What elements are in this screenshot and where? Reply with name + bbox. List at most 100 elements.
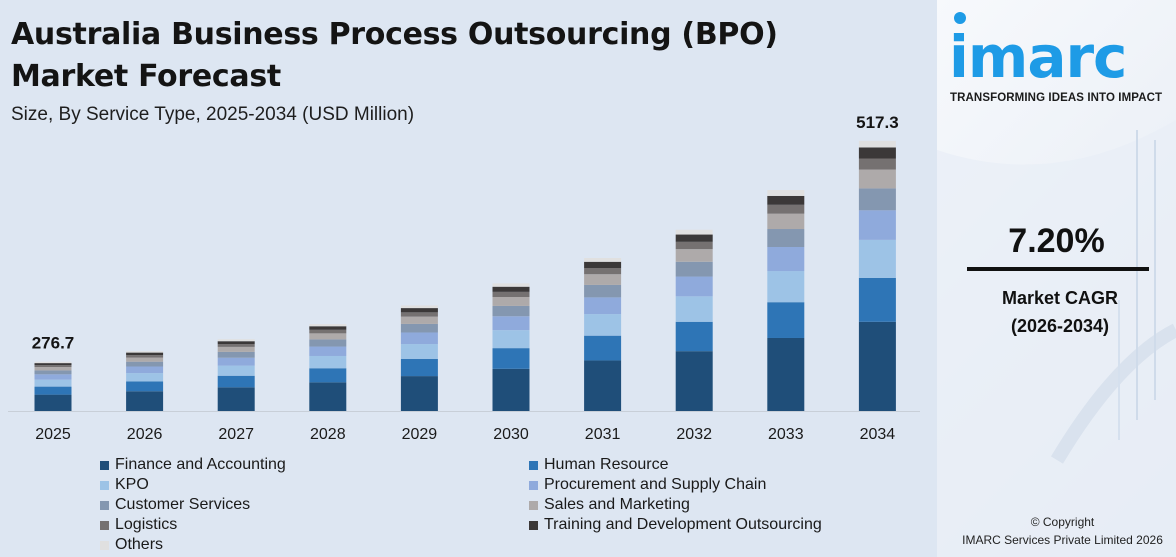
legend-swatch	[529, 480, 538, 490]
legend-label: Training and Development Outsourcing	[544, 516, 822, 533]
bar-segment-2027-4	[217, 357, 255, 366]
bar-segment-2034-8	[858, 147, 896, 159]
copyright-line-1: © Copyright	[1030, 515, 1095, 529]
bar-segment-2033-5	[767, 229, 805, 247]
bar-segment-2026-6	[126, 357, 164, 362]
legend-label: Procurement and Supply Chain	[544, 476, 767, 493]
bar-segment-2027-1	[217, 387, 255, 411]
legend-label: KPO	[115, 476, 149, 493]
bar-segment-2025-7	[34, 365, 72, 368]
bar-segment-2030-2	[492, 348, 530, 369]
bar-segment-2027-3	[217, 365, 255, 376]
background-graph-illustration	[937, 120, 1176, 557]
bar-segment-2034-5	[858, 188, 896, 211]
chart-panel: Australia Business Process Outsourcing (…	[8, 14, 920, 555]
bar-segment-2028-4	[309, 346, 347, 356]
bar-segment-2028-9	[309, 324, 347, 327]
bar-segment-2033-6	[767, 213, 805, 230]
bar-segment-2030-8	[492, 286, 530, 292]
legend-swatch	[529, 520, 538, 530]
legend-item: Customer Services	[100, 495, 250, 515]
bar-segment-2030-1	[492, 368, 530, 411]
bar-segment-2025-5	[34, 370, 72, 375]
brand-panel: imarc TRANSFORMING IDEAS INTO IMPACT 7.2…	[937, 0, 1176, 557]
bar-segment-2032-4	[675, 276, 713, 297]
bar-segment-2030-3	[492, 330, 530, 349]
bar-segment-2032-6	[675, 249, 713, 262]
bar-segment-2029-7	[400, 312, 438, 317]
bar-segment-2033-8	[767, 195, 805, 205]
stacked-bar-chart: 2025 2026 2027 2028 2029 2030 2031 2032 2033 2034…	[8, 113, 920, 443]
bar-segment-2031-9	[584, 258, 622, 262]
cagr-caption: Market CAGR (2026-2034)	[937, 284, 1176, 340]
bar-segment-2033-7	[767, 204, 805, 214]
bar-segment-2026-1	[126, 391, 164, 411]
bar-segment-2025-4	[34, 374, 72, 380]
x-tick-label-2025: 2025	[35, 426, 71, 443]
logo-dot	[954, 12, 966, 24]
bar-segment-2027-7	[217, 344, 255, 347]
chart-title: Australia Business Process Outsourcing (…	[11, 14, 778, 98]
legend-swatch	[100, 500, 109, 510]
total-label-2034: 517.3	[856, 113, 899, 132]
bar-segment-2033-3	[767, 271, 805, 303]
legend-swatch	[100, 540, 109, 550]
legend-item: KPO	[100, 475, 149, 495]
bar-segment-2032-8	[675, 234, 713, 242]
legend-label: Customer Services	[115, 496, 251, 513]
imarc-logo: imarc	[949, 23, 1127, 91]
legend-label: Logistics	[115, 516, 178, 533]
bar-segment-2029-6	[400, 316, 438, 324]
cagr-period: (2026-2034)	[1010, 316, 1110, 336]
cagr-value: 7.20%	[1008, 222, 1105, 260]
bar-segment-2030-9	[492, 283, 530, 287]
bar-segment-2026-8	[126, 352, 164, 356]
bar-segment-2034-7	[858, 158, 896, 170]
bar-segment-2034-2	[858, 277, 896, 322]
brand-tagline: TRANSFORMING IDEAS INTO IMPACT	[950, 92, 1163, 104]
bar-segment-2028-3	[309, 355, 347, 369]
bar-segment-2027-6	[217, 346, 255, 352]
bar-segment-2033-4	[767, 247, 805, 272]
legend-label: Finance and Accounting	[115, 456, 286, 473]
bar-segment-2027-9	[217, 339, 255, 342]
bar-segment-2029-8	[400, 308, 438, 313]
bar-segment-2031-8	[584, 261, 622, 269]
legend-label: Others	[115, 536, 164, 553]
bar-segment-2026-5	[126, 361, 164, 367]
bar-segment-2030-4	[492, 316, 530, 331]
chart-title-line-1: Australia Business Process Outsourcing (…	[11, 17, 778, 52]
copyright-notice: © Copyright IMARC Services Private Limit…	[937, 513, 1176, 549]
bar-segment-2032-3	[675, 296, 713, 322]
chart-subtitle: Size, By Service Type, 2025-2034 (USD Mi…	[11, 104, 415, 125]
bar-segment-2026-7	[126, 355, 164, 358]
legend-swatch	[529, 460, 538, 470]
bar-segment-2026-9	[126, 351, 164, 353]
chart-legend: Finance and Accounting Human Resource KPO P…	[100, 455, 880, 555]
x-tick-label-2029: 2029	[402, 426, 438, 443]
bar-segment-2030-5	[492, 305, 530, 317]
bar-segment-2025-2	[34, 386, 72, 395]
bar-segment-2028-2	[309, 368, 347, 383]
total-label-2025: 276.7	[32, 334, 75, 353]
bar-segment-2033-2	[767, 302, 805, 338]
x-tick-label-2027: 2027	[218, 426, 254, 443]
legend-item: Others	[100, 535, 163, 555]
bar-segment-2032-5	[675, 261, 713, 277]
legend-item: Finance and Accounting	[100, 455, 286, 475]
bar-segment-2028-5	[309, 339, 347, 347]
bar-segment-2025-6	[34, 367, 72, 371]
bar-segment-2029-2	[400, 359, 438, 377]
bar-segment-2031-1	[584, 360, 622, 411]
bar-segment-2030-6	[492, 297, 530, 306]
bar-segment-2028-8	[309, 326, 347, 330]
bar-segment-2029-4	[400, 332, 438, 345]
x-tick-label-2028: 2028	[310, 426, 346, 443]
legend-label: Sales and Marketing	[544, 496, 690, 513]
legend-item: Sales and Marketing	[529, 495, 690, 515]
bar-segment-2025-1	[34, 394, 72, 411]
legend-item: Logistics	[100, 515, 177, 535]
bar-segment-2033-1	[767, 337, 805, 411]
bar-segment-2027-2	[217, 375, 255, 388]
legend-item: Procurement and Supply Chain	[529, 475, 766, 495]
